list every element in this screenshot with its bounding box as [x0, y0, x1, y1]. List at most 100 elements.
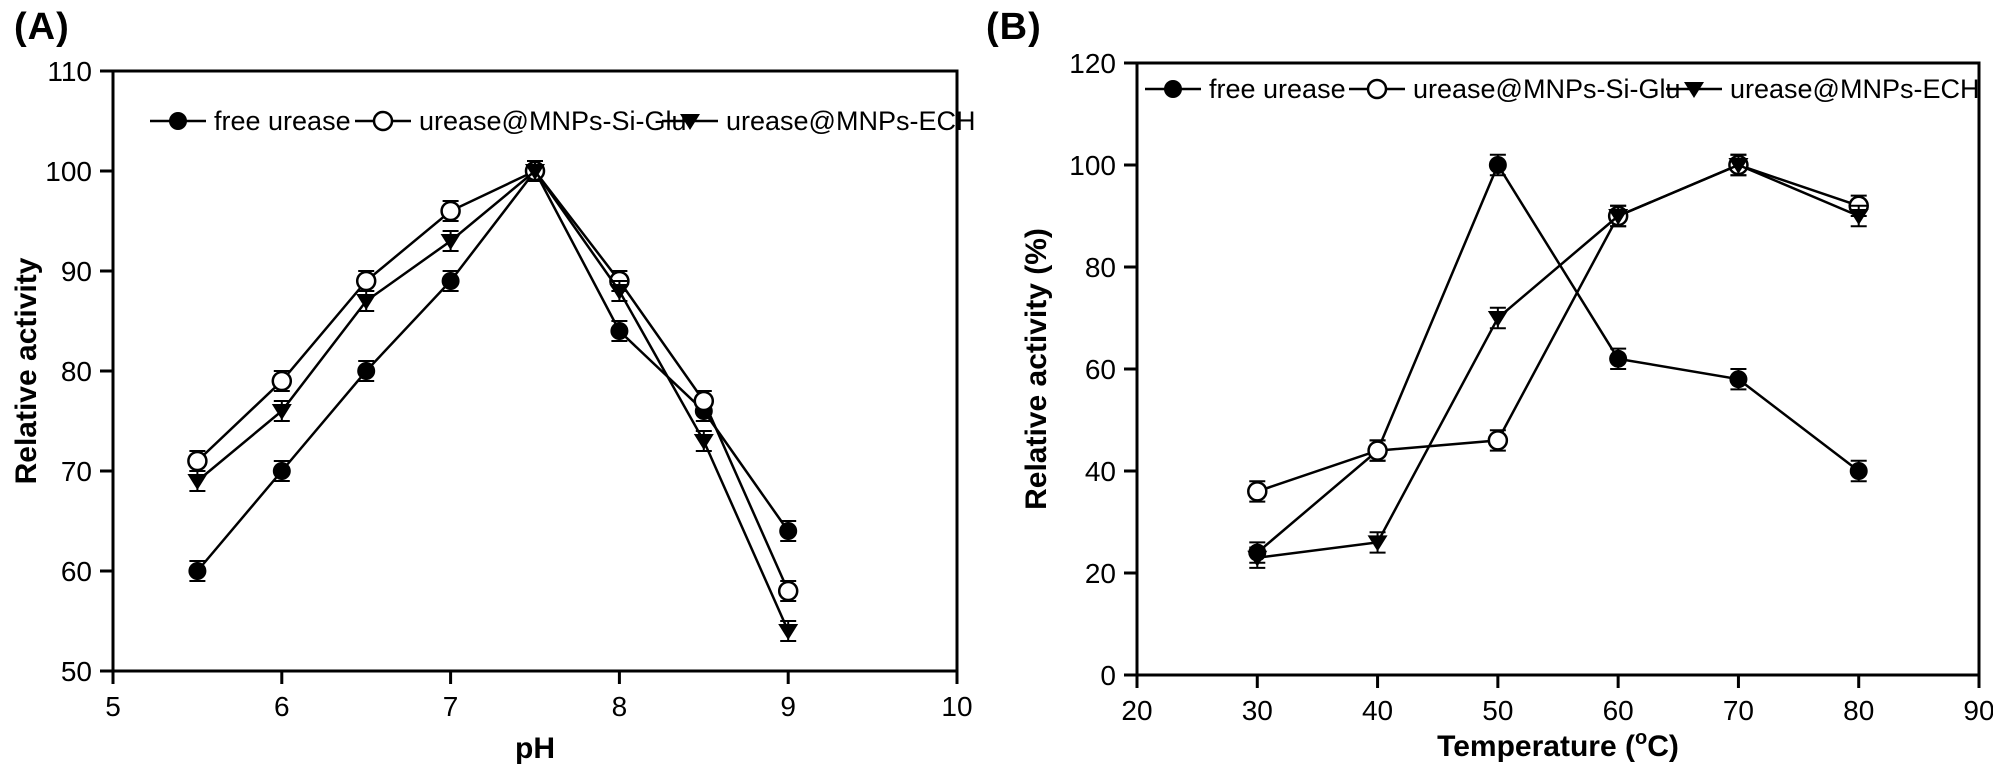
x-tick-label: 50 [1482, 695, 1513, 726]
filled-circle-marker [779, 522, 798, 540]
y-tick-label: 40 [1085, 456, 1116, 487]
open-circle-marker [1367, 440, 1388, 461]
filled-triangle-down-marker [1487, 311, 1508, 327]
series-line [196, 169, 790, 632]
legend-item-free-urease: free urease [1145, 74, 1346, 104]
filled-circle-marker [1609, 349, 1628, 368]
panel-a-label: (A) [14, 6, 70, 48]
legend-label: urease@MNPs-Si-Glu [1413, 74, 1680, 104]
x-tick-label: 30 [1242, 695, 1273, 726]
series-line [1256, 162, 1860, 554]
filled-circle-marker [1488, 156, 1507, 174]
filled-triangle-down-marker [1608, 209, 1629, 225]
filled-triangle-down-marker [1848, 209, 1869, 225]
filled-circle-marker [1849, 462, 1868, 480]
x-tick-label: 10 [941, 691, 972, 722]
x-tick-label: 20 [1121, 695, 1152, 726]
filled-triangle-down-icon [680, 114, 700, 130]
filled-circle-marker [357, 362, 376, 380]
open-circle-marker [1247, 481, 1268, 502]
open-circle-marker [777, 580, 799, 602]
x-tick-label: 8 [612, 691, 628, 722]
legend-label: urease@MNPs-ECH [1730, 74, 1979, 104]
y-tick-label: 20 [1085, 558, 1116, 589]
open-circle-icon [1366, 78, 1388, 100]
legend-item-urease-mnps-ech: urease@MNPs-ECH [662, 106, 975, 136]
x-tick-label: 70 [1723, 695, 1754, 726]
x-tick-label: 9 [780, 691, 796, 722]
y-tick-label: 60 [61, 556, 92, 587]
x-tick-label: 5 [105, 691, 121, 722]
legend-label: free urease [214, 106, 351, 136]
open-circle-marker [355, 270, 377, 292]
legend: free urease urease@MNPs-Si-Glu urease@MNPs… [1145, 74, 1979, 104]
filled-triangle-down-icon [1684, 82, 1704, 98]
open-circle-icon [372, 110, 394, 132]
y-tick-label: 100 [45, 156, 92, 187]
x-tick-label: 7 [443, 691, 459, 722]
open-circle-marker [271, 370, 293, 392]
open-circle-marker [1487, 430, 1509, 451]
panel-b-label: (B) [986, 6, 1042, 48]
filled-triangle-down-marker [693, 434, 714, 450]
y-tick-label: 110 [47, 56, 92, 87]
filled-triangle-down-marker [778, 624, 799, 640]
legend-item-urease-mnps-si-glu: urease@MNPs-Si-Glu [355, 106, 686, 136]
series-line [1257, 163, 1860, 559]
legend-item-urease-mnps-si-glu: urease@MNPs-Si-Glu [1349, 74, 1680, 104]
y-axis-label: Relative activity (%) [1020, 228, 1053, 510]
y-tick-label: 0 [1100, 660, 1116, 691]
series-urease-mnps-ech [187, 160, 799, 642]
series-urease-mnps-ech [1247, 153, 1869, 569]
filled-triangle-down-marker [271, 404, 292, 420]
filled-triangle-down-marker [356, 294, 377, 310]
y-tick-label: 100 [1069, 150, 1116, 181]
y-tick-label: 120 [1069, 48, 1116, 79]
y-axis-label: Relative activity [10, 257, 43, 484]
x-tick-label: 6 [274, 691, 290, 722]
x-tick-label: 90 [1963, 695, 1993, 726]
y-tick-label: 70 [61, 456, 92, 487]
x-tick-label: 60 [1603, 695, 1634, 726]
filled-circle-marker [441, 272, 460, 290]
y-tick-label: 90 [61, 256, 92, 287]
y-tick-label: 80 [61, 356, 92, 387]
x-axis-label: pH [515, 732, 555, 765]
filled-circle-icon [1164, 80, 1182, 98]
filled-triangle-down-marker [525, 164, 545, 180]
panel-b: 20 30 40 50 60 70 80 90020406080100120Temperatu… [1020, 48, 1993, 763]
filled-triangle-down-marker [187, 474, 208, 490]
legend-label: free urease [1209, 74, 1346, 104]
plot-frame [1135, 61, 1981, 677]
filled-circle-marker [188, 562, 207, 580]
series-free-urease [1248, 153, 1868, 564]
legend-item-free-urease: free urease [150, 106, 351, 136]
legend: free urease urease@MNPs-Si-Glu urease@MNPs… [150, 106, 975, 136]
series-urease-mnps-si-glu [1247, 153, 1869, 503]
legend-item-urease-mnps-ech: urease@MNPs-ECH [1666, 74, 1979, 104]
series-line [1256, 163, 1860, 493]
series-line [196, 169, 790, 592]
filled-circle-marker [272, 462, 291, 480]
open-circle-marker [187, 450, 208, 472]
filled-circle-icon [169, 112, 187, 130]
filled-triangle-down-marker [609, 284, 630, 300]
filled-triangle-down-marker [1728, 158, 1749, 174]
filled-triangle-down-marker [1367, 535, 1388, 552]
y-tick-label: 60 [1085, 354, 1116, 385]
x-tick-label: 40 [1362, 695, 1393, 726]
x-tick-label: 80 [1843, 695, 1874, 726]
filled-triangle-down-marker [440, 234, 461, 250]
legend-label: urease@MNPs-Si-Glu [419, 106, 686, 136]
y-tick-label: 50 [61, 656, 92, 687]
series-line [196, 168, 790, 572]
filled-circle-marker [610, 322, 629, 340]
x-axis-label: Temperature (oC) [1437, 727, 1679, 763]
y-tick-label: 80 [1085, 252, 1116, 283]
filled-triangle-down-marker [1247, 550, 1268, 567]
legend-label: urease@MNPs-ECH [726, 106, 975, 136]
open-circle-marker [440, 200, 461, 222]
filled-circle-marker [1729, 370, 1748, 389]
open-circle-marker [693, 390, 715, 412]
